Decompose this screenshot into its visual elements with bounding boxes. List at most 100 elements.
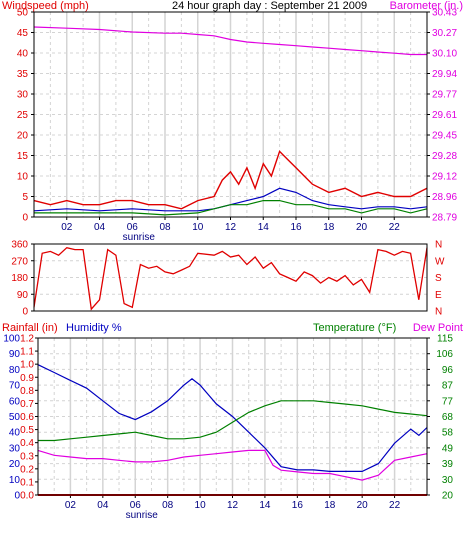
panel3-x-tick-label: 20: [357, 500, 369, 511]
panel3-humidity-tick-label: 70: [9, 381, 21, 392]
panel1-series-2: [33, 187, 428, 212]
panel1-frame: [33, 11, 428, 218]
panel2-right-tick-label: N: [435, 307, 442, 318]
panel3-frame: [37, 337, 428, 496]
panel3-humidity-tick-label: 80: [9, 365, 21, 376]
panel3-rain-tick-label: 0.8: [20, 386, 34, 397]
panel3-x-tick-label: 14: [259, 500, 271, 511]
panel3-rain-tick-label: 0.6: [20, 412, 34, 423]
panel1-x-tick-label: 22: [389, 222, 401, 233]
panel2-right-tick-label: W: [435, 256, 445, 267]
panel2-left-tick-label: 180: [11, 273, 28, 284]
panel3-humidity-tick-label: 30: [9, 443, 21, 454]
panel1-left-tick-label: 10: [17, 172, 29, 183]
panel3-humidity-tick-label: 40: [9, 428, 21, 439]
panel1-left-tick-label: 0: [22, 213, 28, 224]
panel1-x-tick-label: 20: [356, 222, 368, 233]
panel3-temp-axis-label: Temperature (°F): [313, 322, 396, 334]
panel3-x-tick-label: 02: [65, 500, 77, 511]
panel3-humidity-tick-label: 10: [9, 475, 21, 486]
panel3-rain-tick-label: 0.3: [20, 451, 34, 462]
panel1-left-tick-label: 30: [17, 90, 29, 101]
panel1-x-tick-label: 04: [94, 222, 106, 233]
panel1-sunrise-label: sunrise: [123, 232, 156, 243]
panel1-right-axis-label: Barometer (in.): [390, 0, 463, 12]
panel1-right-tick-label: 30.43: [432, 8, 457, 19]
panel1-x-tick-label: 16: [290, 222, 302, 233]
panel3-rain-tick-label: 0.4: [20, 438, 34, 449]
panel3-sunrise-label: sunrise: [126, 510, 159, 521]
panel1-x-tick-label: 14: [258, 222, 270, 233]
panel1-x-tick-label: 18: [323, 222, 335, 233]
panel3-x-tick-label: 04: [97, 500, 109, 511]
panel1-right-tick-label: 30.27: [432, 28, 457, 39]
panel1-right-tick-label: 29.61: [432, 110, 457, 121]
panel3-temp-tick-label: 20: [442, 491, 454, 502]
panel2-left-tick-label: 0: [22, 307, 28, 318]
panel3-humidity-tick-label: 20: [9, 459, 21, 470]
panel1-left-tick-label: 45: [17, 28, 29, 39]
panel3-rain-tick-label: 1.0: [20, 360, 34, 371]
panel2-right-tick-label: E: [435, 290, 442, 301]
panel1-right-tick-label: 29.12: [432, 172, 457, 183]
panel2-left-tick-label: 90: [17, 290, 29, 301]
panel3-temp-tick-label: 77: [442, 396, 454, 407]
panel3-temp-tick-label: 49: [442, 443, 454, 454]
panel3-humidity-axis-label: Humidity %: [66, 322, 122, 334]
panel3-temp-tick-label: 106: [436, 349, 453, 360]
panel1-right-tick-label: 29.94: [432, 69, 457, 80]
panel1-right-tick-label: 28.96: [432, 192, 457, 203]
panel3-humidity-tick-label: 100: [3, 334, 20, 345]
panel2-background: [34, 244, 427, 311]
panel2-series-0: [33, 246, 428, 311]
panel3-x-tick-label: 22: [389, 500, 401, 511]
panel2-left-tick-label: 360: [11, 240, 28, 251]
panel1-left-tick-label: 40: [17, 49, 29, 60]
panel3-humidity-tick-label: 50: [9, 412, 21, 423]
panel1-left-tick-label: 50: [17, 8, 29, 19]
panel3-rain-tick-label: 0.7: [20, 399, 34, 410]
panel1-left-tick-label: 20: [17, 131, 29, 142]
panel1-x-tick-label: 12: [225, 222, 237, 233]
panel3-x-tick-label: 16: [292, 500, 304, 511]
panel3-humidity-tick-label: 90: [9, 349, 21, 360]
panel3-x-tick-label: 06: [130, 500, 142, 511]
panel3-rain-tick-label: 0.1: [20, 477, 34, 488]
panel3-x-tick-label: 10: [195, 500, 207, 511]
panel1-left-tick-label: 5: [22, 192, 28, 203]
panel3-rain-axis-label: Rainfall (in): [2, 322, 58, 334]
panel1-right-tick-label: 29.77: [432, 90, 457, 101]
panel1-right-tick-label: 29.45: [432, 131, 457, 142]
panel1-series-0: [33, 26, 427, 56]
panel3-temp-tick-label: 30: [442, 475, 454, 486]
panel3-temp-tick-label: 58: [442, 428, 454, 439]
panel3-x-tick-label: 18: [324, 500, 336, 511]
panel3-temp-tick-label: 87: [442, 381, 454, 392]
panel1-right-tick-label: 29.28: [432, 151, 457, 162]
panel3-series-2: [37, 449, 428, 481]
panel1-left-axis-label: Windspeed (mph): [2, 0, 89, 12]
panel1-right-tick-label: 30.10: [432, 49, 457, 60]
panel2-right-tick-label: S: [435, 273, 442, 284]
panel1-series-1: [33, 150, 428, 210]
panel3-x-tick-label: 08: [162, 500, 174, 511]
panel1-left-tick-label: 15: [17, 151, 29, 162]
panel3-x-tick-label: 12: [227, 500, 239, 511]
panel3-rain-tick-label: 1.1: [20, 347, 34, 358]
panel3-series-1: [38, 400, 428, 442]
panel1-x-tick-label: 10: [192, 222, 204, 233]
panel3-temp-tick-label: 96: [442, 365, 454, 376]
panel3-humidity-tick-label: 60: [9, 396, 21, 407]
panel2-right-tick-label: N: [435, 240, 442, 251]
chart-title: 24 hour graph day : September 21 2009: [172, 0, 367, 12]
panel3-humidity-tick-label: 0: [14, 491, 20, 502]
panel3-rain-tick-label: 0.0: [20, 491, 34, 502]
panel1-right-tick-label: 28.79: [432, 213, 457, 224]
panel1-x-tick-label: 08: [159, 222, 171, 233]
panel1-x-tick-label: 02: [61, 222, 73, 233]
panel3-temp-tick-label: 115: [437, 334, 453, 345]
panel1-left-tick-label: 35: [17, 69, 29, 80]
panel3-temp-tick-label: 68: [442, 412, 454, 423]
